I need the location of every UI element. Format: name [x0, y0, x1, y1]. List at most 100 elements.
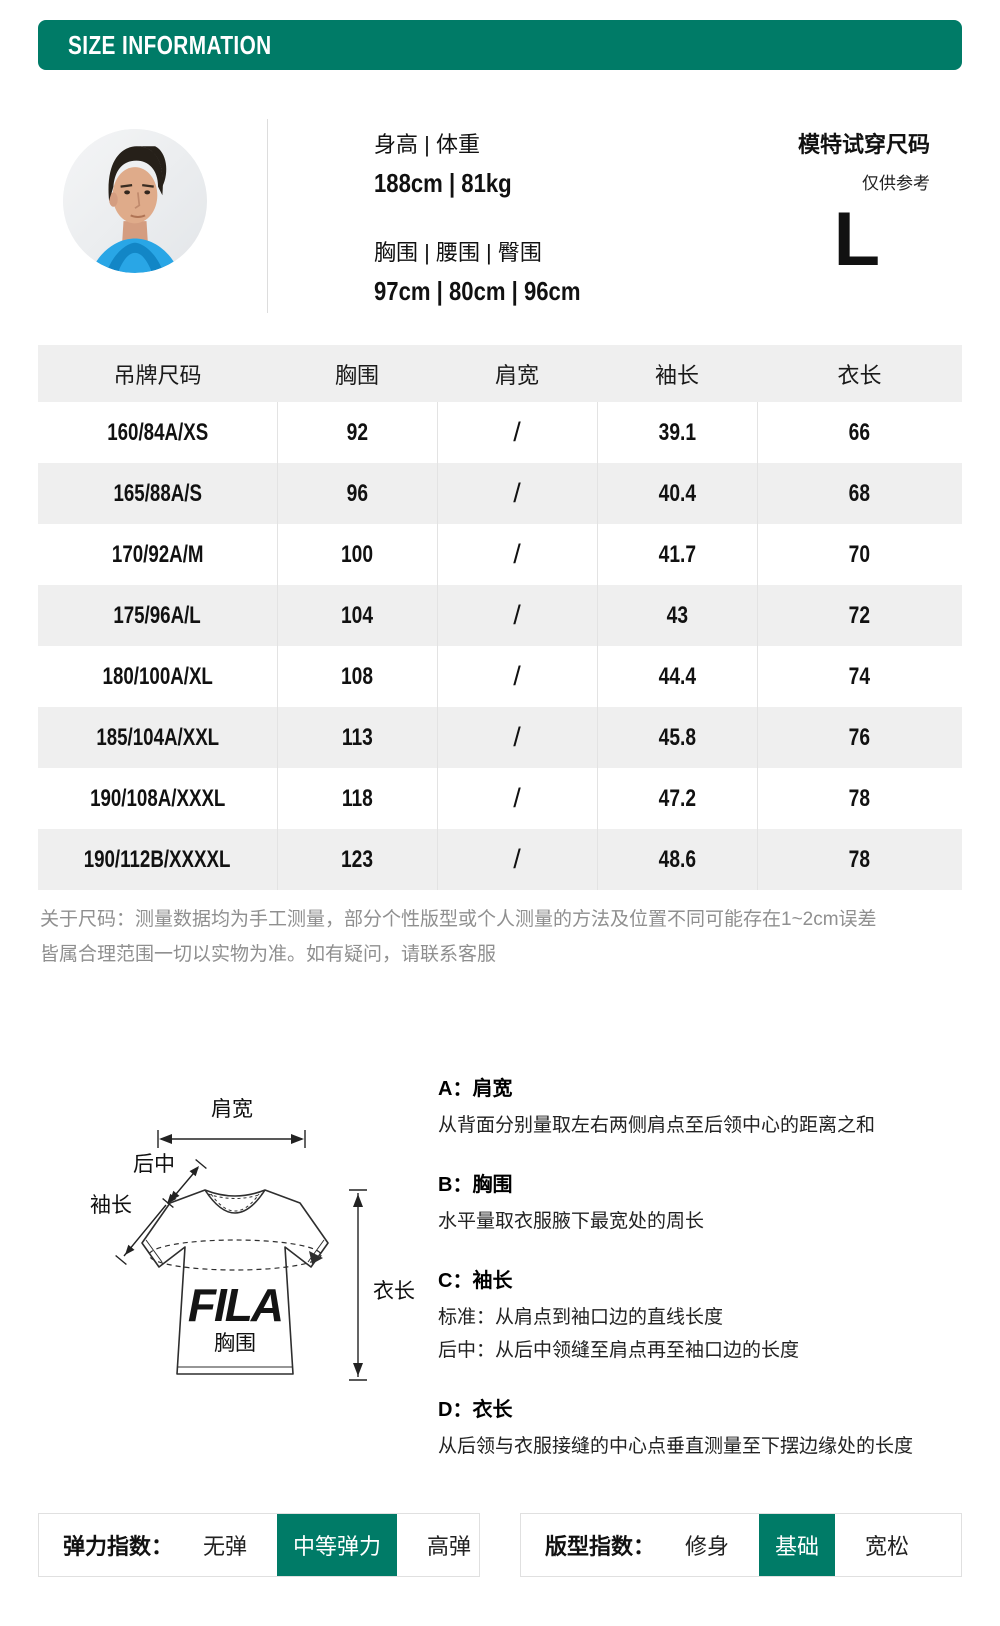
- size-disclaimer-note: 关于尺码：测量数据均为手工测量，部分个性版型或个人测量的方法及位置不同可能存在1…: [40, 902, 962, 972]
- table-row: 180/100A/XL 108 / 44.4 74: [38, 646, 962, 707]
- shoulder-width-dimension: [157, 1130, 306, 1148]
- tshirt-measure-diagram: FILA 胸围 肩宽 后中 袖长: [55, 1040, 420, 1405]
- sleeve-cell: 45.8: [658, 723, 696, 751]
- length-dimension: [349, 1189, 367, 1381]
- fit-index-label: 版型指数：: [545, 1534, 656, 1559]
- spec-title: C：袖长: [438, 1270, 513, 1292]
- spec-line: 水平量取衣服腋下最宽处的周长: [438, 1211, 705, 1232]
- elastic-index-label: 弹力指数：: [63, 1534, 174, 1559]
- shoulder-cell: /: [513, 478, 521, 508]
- spec-line: 后中：从后中领缝至肩点再至袖口边的长度: [438, 1340, 800, 1361]
- vertical-divider: [267, 119, 268, 313]
- tshirt-diagram-svg: FILA 胸围 肩宽 后中 袖长: [90, 1098, 415, 1381]
- spec-shoulder: A：肩宽 从背面分别量取左右两侧肩点至后领中心的距离之和: [438, 1072, 962, 1142]
- elastic-option-high: 高弹: [427, 1534, 472, 1559]
- table-row: 190/108A/XXXL 118 / 47.2 78: [38, 768, 962, 829]
- table-row: 175/96A/L 104 / 43 72: [38, 585, 962, 646]
- model-fit-block: 模特试穿尺码 仅供参考 L: [798, 127, 930, 278]
- length-cell: 70: [849, 540, 871, 568]
- size-table-header: 吊牌尺码 胸围 肩宽 袖长 衣长: [38, 345, 962, 402]
- spec-sleeve: C：袖长 标准：从肩点到袖口边的直线长度 后中：从后中领缝至肩点再至袖口边的长度: [438, 1264, 962, 1367]
- measure-spec-list: A：肩宽 从背面分别量取左右两侧肩点至后领中心的距离之和 B：胸围 水平量取衣服…: [438, 1072, 962, 1489]
- bust-cell: 123: [340, 845, 374, 873]
- fit-option-basic-selected: 基础: [759, 1514, 836, 1576]
- spec-line: 从背面分别量取左右两侧肩点至后领中心的距离之和: [438, 1115, 876, 1136]
- height-weight-label: 身高 | 体重: [374, 132, 480, 157]
- table-row: 190/112B/XXXXL 123 / 48.6 78: [38, 829, 962, 890]
- garment-length-label: 衣长: [373, 1280, 415, 1303]
- bust-cell: 96: [346, 479, 368, 507]
- height-weight-value: 188cm | 81kg: [374, 168, 512, 198]
- elastic-option-medium-selected: 中等弹力: [277, 1514, 398, 1576]
- shoulder-cell: /: [513, 539, 521, 569]
- spec-title: D：衣长: [438, 1399, 513, 1421]
- fit-subtitle: 仅供参考: [862, 174, 930, 193]
- bust-waist-hip-group: 胸围 | 腰围 | 臀围 97cm | 80cm | 96cm: [374, 235, 617, 307]
- bust-cell: 108: [340, 662, 374, 690]
- model-photo: [63, 129, 207, 273]
- size-cell: 185/104A/XXL: [95, 723, 219, 751]
- table-row: 165/88A/S 96 / 40.4 68: [38, 463, 962, 524]
- shoulder-cell: /: [513, 417, 521, 447]
- length-cell: 76: [849, 723, 871, 751]
- spec-title: B：胸围: [438, 1174, 513, 1196]
- arrow: [167, 1193, 177, 1204]
- back-center-label: 后中: [133, 1153, 175, 1176]
- arrow-up: [353, 1194, 363, 1207]
- note-line-1: 关于尺码：测量数据均为手工测量，部分个性版型或个人测量的方法及位置不同可能存在1…: [40, 909, 877, 930]
- sleeve-cell: 48.6: [658, 845, 696, 873]
- col-header-length: 衣长: [757, 345, 962, 402]
- sleeve-cell: 40.4: [658, 479, 696, 507]
- table-row: 160/84A/XS 92 / 39.1 66: [38, 402, 962, 463]
- length-cell: 66: [849, 418, 871, 446]
- bust-cell: 92: [346, 418, 368, 446]
- col-header-shoulder: 肩宽: [437, 345, 597, 402]
- fila-logo: FILA: [188, 1279, 282, 1331]
- arrow-right: [291, 1134, 304, 1144]
- shoulder-cell: /: [513, 722, 521, 752]
- elastic-index-box: 弹力指数： 无弹 中等弹力 高弹: [38, 1513, 480, 1577]
- table-header-row: 吊牌尺码 胸围 肩宽 袖长 衣长: [38, 345, 962, 402]
- sleeve-cell: 39.1: [658, 418, 696, 446]
- bust-cell: 113: [341, 723, 373, 751]
- fit-index-box: 版型指数： 修身 基础 宽松: [520, 1513, 962, 1577]
- bust-label: 胸围: [214, 1332, 256, 1355]
- sleeve-cell: 47.2: [658, 784, 696, 812]
- size-cell: 180/100A/XL: [102, 662, 213, 690]
- shoulder-cell: /: [513, 783, 521, 813]
- sleeve-length-label: 袖长: [90, 1194, 132, 1217]
- length-cell: 78: [849, 845, 871, 873]
- fit-size-letter: L: [833, 197, 880, 282]
- sleeve-cell: 43: [666, 601, 688, 629]
- col-header-size: 吊牌尺码: [38, 345, 277, 402]
- spec-title: A：肩宽: [438, 1078, 513, 1100]
- length-cell: 72: [849, 601, 871, 629]
- bust-dashed-ellipse: [148, 1239, 322, 1271]
- shoulder-cell: /: [513, 844, 521, 874]
- model-avatar: [63, 129, 207, 273]
- arrow: [125, 1244, 135, 1255]
- size-cell: 190/112B/XXXXL: [83, 845, 231, 873]
- note-line-2: 皆属合理范围一切以实物为准。如有疑问，请联系客服: [40, 944, 497, 965]
- model-info-section: 身高 | 体重 188cm | 81kg 胸围 | 腰围 | 臀围 97cm |…: [38, 115, 962, 320]
- spec-line: 标准：从肩点到袖口边的直线长度: [438, 1307, 724, 1328]
- size-cell: 190/108A/XXXL: [89, 784, 225, 812]
- table-row: 185/104A/XXL 113 / 45.8 76: [38, 707, 962, 768]
- shoulder-width-label: 肩宽: [211, 1098, 253, 1121]
- col-header-bust: 胸围: [277, 345, 437, 402]
- arrow-left: [159, 1134, 172, 1144]
- section-title: SIZE INFORMATION: [68, 30, 272, 60]
- col-header-sleeve: 袖长: [597, 345, 757, 402]
- shoulder-cell: /: [513, 661, 521, 691]
- shoulder-cell: /: [513, 600, 521, 630]
- bust-cell: 118: [341, 784, 373, 812]
- fit-option-slim: 修身: [685, 1534, 730, 1559]
- spec-line: 从后领与衣服接缝的中心点垂直测量至下摆边缘处的长度: [438, 1436, 914, 1457]
- fit-title: 模特试穿尺码: [797, 132, 930, 157]
- sleeve-cell: 44.4: [658, 662, 696, 690]
- sleeve-cell: 41.7: [658, 540, 696, 568]
- size-cell: 175/96A/L: [113, 601, 201, 629]
- table-row: 170/92A/M 100 / 41.7 70: [38, 524, 962, 585]
- bust-arrow: [309, 1251, 323, 1264]
